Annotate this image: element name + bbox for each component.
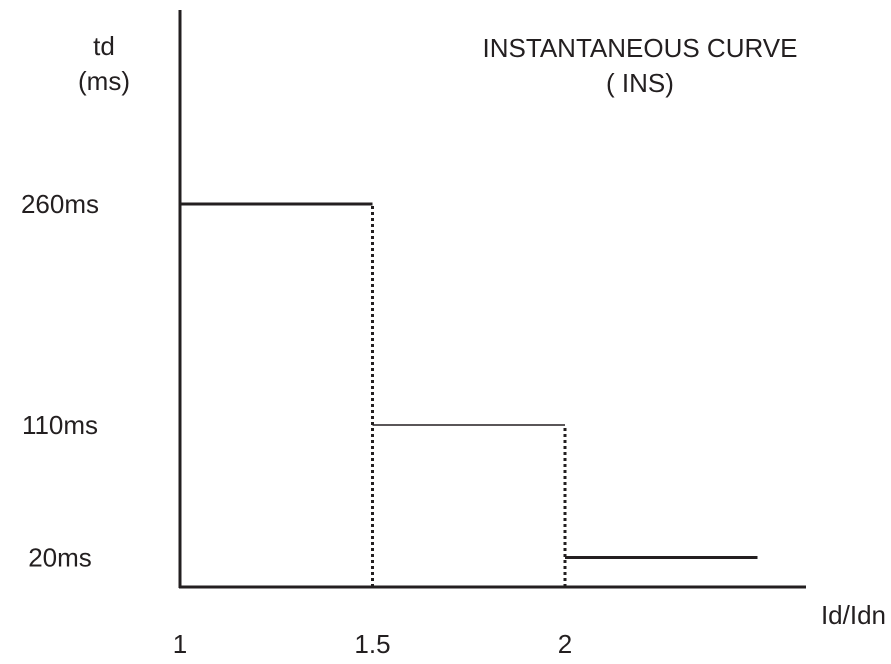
x-axis-label: Id/Idn: [821, 600, 886, 630]
x-tick-labels: 1 1.5 2: [173, 629, 572, 659]
x-tick-label-1: 1: [173, 629, 187, 659]
y-tick-label-2: 110ms: [22, 410, 98, 440]
x-tick-label-2: 1.5: [354, 629, 390, 659]
x-tick-label-3: 2: [558, 629, 572, 659]
axes: [178, 10, 806, 589]
y-axis-label-line-1: td: [93, 31, 115, 61]
y-tick-label-1: 260ms: [21, 189, 99, 219]
chart-title-line-2: ( INS): [606, 68, 674, 98]
y-tick-labels: 260ms 110ms 20ms: [21, 189, 99, 573]
chart-title-line-1: INSTANTANEOUS CURVE: [483, 33, 798, 63]
y-axis-label-line-2: (ms): [78, 66, 130, 96]
y-tick-label-3: 20ms: [28, 543, 92, 573]
drop-lines: [371, 204, 567, 587]
chart-title: INSTANTANEOUS CURVE ( INS): [483, 33, 798, 98]
y-axis-label: td (ms): [78, 31, 130, 96]
curve-segments: [180, 202, 758, 560]
